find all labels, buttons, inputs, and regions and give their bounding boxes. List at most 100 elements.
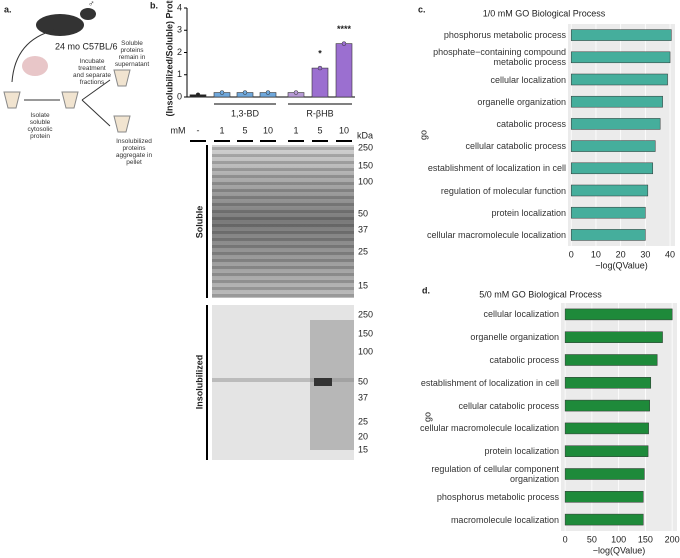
x-tick-label: 0 [569, 249, 574, 259]
step-text: Soluble proteins remain in supernatant [114, 40, 150, 68]
y-tick-label: regulation of cellular component organiz… [431, 464, 559, 484]
male-symbol: ♂ [88, 0, 95, 8]
group-label: 1,3-BD [231, 108, 260, 118]
tube [113, 69, 131, 87]
panel-label: d. [422, 285, 430, 295]
point [293, 90, 299, 95]
y-tick-label: 4 [177, 2, 182, 12]
bar [570, 184, 649, 197]
mouse-icon [80, 8, 96, 20]
x-tick-label: 10 [339, 125, 349, 135]
y-tick-label: cellular catabolic process [458, 400, 559, 411]
bar [570, 162, 654, 175]
x-axis-title: mM [171, 125, 186, 135]
kda-marker: 100 [358, 176, 373, 186]
bar [564, 399, 650, 412]
step-text: Insolubilized proteins aggregate in pell… [115, 138, 153, 166]
bar [564, 445, 649, 457]
kda-marker: 150 [358, 160, 373, 170]
mouse-icon [36, 14, 84, 36]
bar [564, 491, 644, 503]
bar [311, 67, 329, 98]
y-tick-label: 1 [177, 69, 182, 79]
tube [3, 91, 21, 109]
y-tick-label: regulation of molecular function [440, 185, 566, 196]
brain-icon [22, 56, 48, 76]
tube [61, 91, 79, 109]
chart-title: 5/0 mM GO Biological Process [479, 289, 602, 299]
kda-marker: 25 [358, 416, 368, 426]
kda-marker: 250 [358, 309, 373, 319]
panel-label: a. [4, 4, 12, 14]
kda-marker: 150 [358, 328, 373, 338]
bar [564, 354, 658, 366]
x-tick-label: 150 [638, 534, 653, 544]
x-tick-label: 20 [616, 249, 626, 259]
kda-label: kDa [357, 130, 373, 140]
arrow [11, 29, 56, 83]
bar [570, 206, 646, 219]
kda-marker: 25 [358, 246, 368, 256]
y-tick-label: establishment of localization in cell [420, 377, 559, 388]
y-tick-label: macromolecule localization [450, 514, 559, 525]
kda-marker: 37 [358, 224, 368, 234]
bar [570, 229, 646, 241]
x-axis-title: −log(QValue) [593, 545, 646, 555]
gel-label: Soluble [194, 206, 204, 239]
kda-marker: 50 [358, 376, 368, 386]
gel-label: Insolubilized [194, 355, 204, 410]
y-tick-label: cellular catabolic process [465, 141, 566, 152]
y-tick-label: phosphorus metabolic process [436, 491, 559, 502]
gel-band [314, 378, 332, 386]
tube [113, 115, 131, 133]
x-tick-label: 1 [219, 125, 224, 135]
bar [564, 308, 673, 321]
x-tick-label: 100 [611, 534, 626, 544]
point [341, 41, 347, 46]
y-tick-label: organelle organization [477, 96, 566, 107]
x-axis-title: −log(QValue) [595, 260, 648, 270]
bar [335, 43, 353, 98]
arrow [81, 79, 111, 127]
kda-marker: 250 [358, 142, 373, 152]
point [219, 90, 225, 95]
y-tick-label: phosphate−containing compound metabolic … [433, 47, 566, 68]
y-tick-label: protein localization [484, 446, 559, 457]
bar [564, 468, 645, 480]
bar [564, 377, 652, 389]
bar [570, 73, 668, 86]
x-tick-label: 1 [293, 125, 298, 135]
bar [564, 422, 649, 435]
kda-marker: 15 [358, 444, 368, 454]
gel-band [212, 378, 354, 382]
bar [570, 140, 656, 152]
step-text: Isolate soluble cytosolic protein [27, 112, 53, 140]
significance: **** [337, 24, 352, 34]
y-axis-title: go [422, 412, 432, 422]
y-tick-label: 0 [177, 91, 182, 101]
x-tick-label: 5 [317, 125, 322, 135]
y-tick-label: cellular macromolecule localization [419, 423, 559, 434]
kda-marker: 100 [358, 346, 373, 356]
x-tick-label: 10 [591, 249, 601, 259]
panel-label: c. [418, 4, 426, 14]
y-tick-label: 3 [177, 25, 182, 35]
kda-marker: 37 [358, 392, 368, 402]
point [242, 90, 248, 95]
gel-bands [212, 145, 354, 298]
kda-marker: 20 [358, 431, 368, 441]
bar [570, 29, 672, 41]
x-tick-label: 30 [640, 249, 650, 259]
bar [570, 118, 661, 130]
x-tick-label: 0 [563, 534, 568, 544]
y-tick-label: catabolic process [496, 118, 566, 129]
chart-title: 1/0 mM GO Biological Process [483, 8, 606, 18]
bar [570, 95, 663, 108]
y-tick-label: phosphorus metabolic process [443, 30, 566, 41]
bar [564, 513, 644, 526]
x-tick-label: 50 [587, 534, 597, 544]
y-axis-title: go [418, 130, 428, 140]
step-text: Incubate treatment and separate fraction… [73, 58, 111, 86]
